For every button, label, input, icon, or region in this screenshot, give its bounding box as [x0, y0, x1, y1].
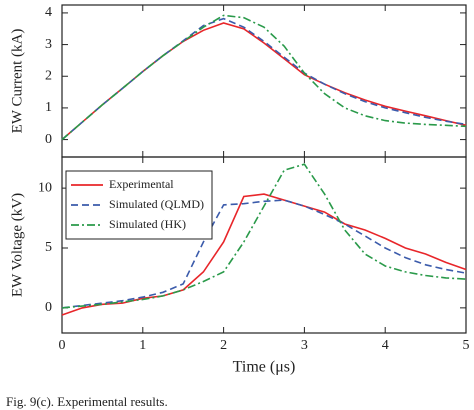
data-line — [61, 163, 467, 309]
y-axis-label: EW Current (kA) — [9, 29, 25, 134]
y-tick-label: 4 — [45, 5, 52, 20]
caption: Fig. 9(c). Experimental results. — [6, 394, 168, 409]
y-tick-label: 3 — [45, 37, 52, 52]
legend-label: Simulated (QLMD) — [109, 197, 204, 211]
legend-label: Simulated (HK) — [109, 217, 186, 231]
y-tick-label: 2 — [45, 68, 52, 83]
y-tick-label: 1 — [45, 100, 52, 115]
y-tick-label: 10 — [38, 180, 52, 195]
data-line — [61, 14, 467, 141]
x-tick-label: 3 — [301, 338, 308, 353]
legend-label: Experimental — [109, 177, 174, 191]
y-axis-label: EW Voltage (kV) — [9, 193, 25, 297]
x-tick-label: 2 — [220, 338, 227, 353]
x-tick-label: 0 — [59, 338, 66, 353]
data-line — [61, 17, 467, 141]
x-tick-label: 5 — [463, 338, 470, 353]
y-tick-label: 0 — [45, 132, 52, 147]
x-axis-label: Time (μs) — [233, 359, 296, 376]
plot-frame — [61, 156, 467, 334]
y-tick-label: 5 — [45, 240, 52, 255]
x-tick-label: 1 — [139, 338, 146, 353]
data-line — [61, 22, 467, 141]
y-tick-label: 0 — [45, 300, 52, 315]
x-tick-label: 4 — [382, 338, 389, 353]
legend-box — [65, 170, 213, 240]
data-line — [61, 199, 467, 309]
